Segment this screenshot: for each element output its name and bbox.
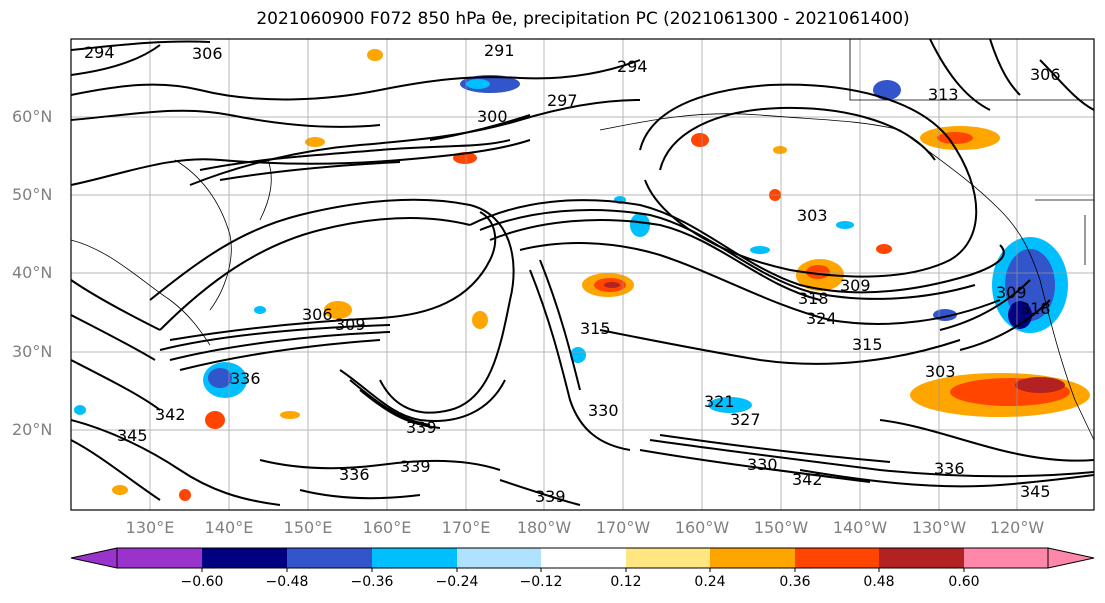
lat-label: 60°N [12,107,53,126]
contour-label: 339 [406,418,437,437]
contour-label: 294 [617,57,648,76]
colorbar-tick-label: −0.60 [180,574,224,590]
colorbar-tick-label: −0.12 [519,574,563,590]
contour-label: 345 [117,426,148,445]
precipitation-shading [74,49,1090,501]
lon-label: 140°E [204,518,254,537]
colorbar-bin [202,548,287,568]
lon-label: 170°W [595,518,651,537]
coastlines [71,39,1094,441]
contour-label: 315 [852,335,883,354]
contour-label: 306 [1030,65,1061,84]
contour-label: 327 [730,410,761,429]
colorbar-bin [795,548,879,568]
lon-label: 170°E [441,518,491,537]
colorbar-tick-label: 0.12 [610,574,642,590]
contour-label: 303 [925,362,956,381]
lon-label: 180°W [516,518,572,537]
contour-label: 321 [704,392,735,411]
colorbar-tick-label: −0.36 [350,574,394,590]
contour-label: 330 [588,401,619,420]
colorbar-bin [541,548,626,568]
contour-label: 336 [230,369,261,388]
contour-label: 309 [996,283,1027,302]
contour-label: 318 [1020,299,1051,318]
lon-label: 130°E [125,518,175,537]
lon-label: 150°E [283,518,333,537]
contour-label: 345 [1020,482,1051,501]
colorbar-bin [372,548,457,568]
colorbar-bin [117,548,202,568]
contour-labels: 294 306 291 294 297 300 313 306 303 309 … [84,41,1061,506]
contour-label: 336 [339,465,370,484]
contour-label: 342 [155,405,186,424]
colorbar-bin [287,548,372,568]
lon-label: 160°W [674,518,730,537]
contour-label: 318 [798,289,829,308]
lat-label: 20°N [12,420,53,439]
contour-label: 330 [747,455,778,474]
contour-label: 306 [302,305,333,324]
map-title: 2021060900 F072 850 hPa θe, precipitatio… [256,9,910,29]
contour-label: 339 [535,487,566,506]
colorbar-tick-label: 0.36 [779,574,811,590]
lat-label: 40°N [12,263,53,282]
contour-label: 297 [547,91,578,110]
contour-label: 306 [192,44,223,63]
theta-e-contours [71,39,1094,506]
contour-label: 336 [934,459,965,478]
colorbar-tick-label: −0.48 [265,574,309,590]
lon-label: 150°W [753,518,809,537]
colorbar-extend-high [1047,547,1095,569]
colorbar-bin [964,548,1048,568]
lon-label: 160°E [362,518,412,537]
colorbar-bin [710,548,795,568]
colorbar-extend-low [70,547,118,569]
lat-label: 50°N [12,185,53,204]
contour-label: 342 [792,470,823,489]
lat-label: 30°N [12,342,53,361]
colorbar-tick-label: 0.24 [694,574,726,590]
lon-label: 120°W [989,518,1045,537]
contour-label: 309 [840,276,871,295]
contour-label: 324 [806,309,837,328]
colorbar-tick-label: 0.60 [948,574,980,590]
contour-label: 313 [928,85,959,104]
colorbar [70,547,1095,572]
contour-label: 300 [477,107,508,126]
colorbar-bin [457,548,541,568]
map-frame [70,38,1095,511]
contour-label: 315 [580,319,611,338]
colorbar-tick-label: −0.24 [435,574,479,590]
colorbar-tick-label: 0.48 [863,574,895,590]
contour-label: 294 [84,43,115,62]
map-plot-area: 294 306 291 294 297 300 313 306 303 309 … [71,39,1094,510]
lon-label: 140°W [832,518,888,537]
lon-label: 130°W [911,518,967,537]
contour-label: 309 [335,315,366,334]
colorbar-bin [879,548,964,568]
colorbar-bin [626,548,710,568]
contour-label: 303 [797,206,828,225]
contour-label: 291 [484,41,515,60]
contour-label: 339 [400,457,431,476]
